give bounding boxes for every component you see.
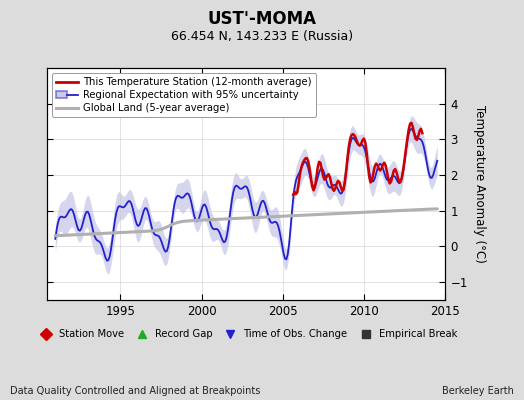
Text: Berkeley Earth: Berkeley Earth — [442, 386, 514, 396]
Text: Data Quality Controlled and Aligned at Breakpoints: Data Quality Controlled and Aligned at B… — [10, 386, 261, 396]
Legend: Station Move, Record Gap, Time of Obs. Change, Empirical Break: Station Move, Record Gap, Time of Obs. C… — [32, 326, 460, 342]
Y-axis label: Temperature Anomaly (°C): Temperature Anomaly (°C) — [473, 105, 486, 263]
Text: UST'-MOMA: UST'-MOMA — [208, 10, 316, 28]
Text: 66.454 N, 143.233 E (Russia): 66.454 N, 143.233 E (Russia) — [171, 30, 353, 43]
Legend: This Temperature Station (12-month average), Regional Expectation with 95% uncer: This Temperature Station (12-month avera… — [52, 73, 315, 117]
